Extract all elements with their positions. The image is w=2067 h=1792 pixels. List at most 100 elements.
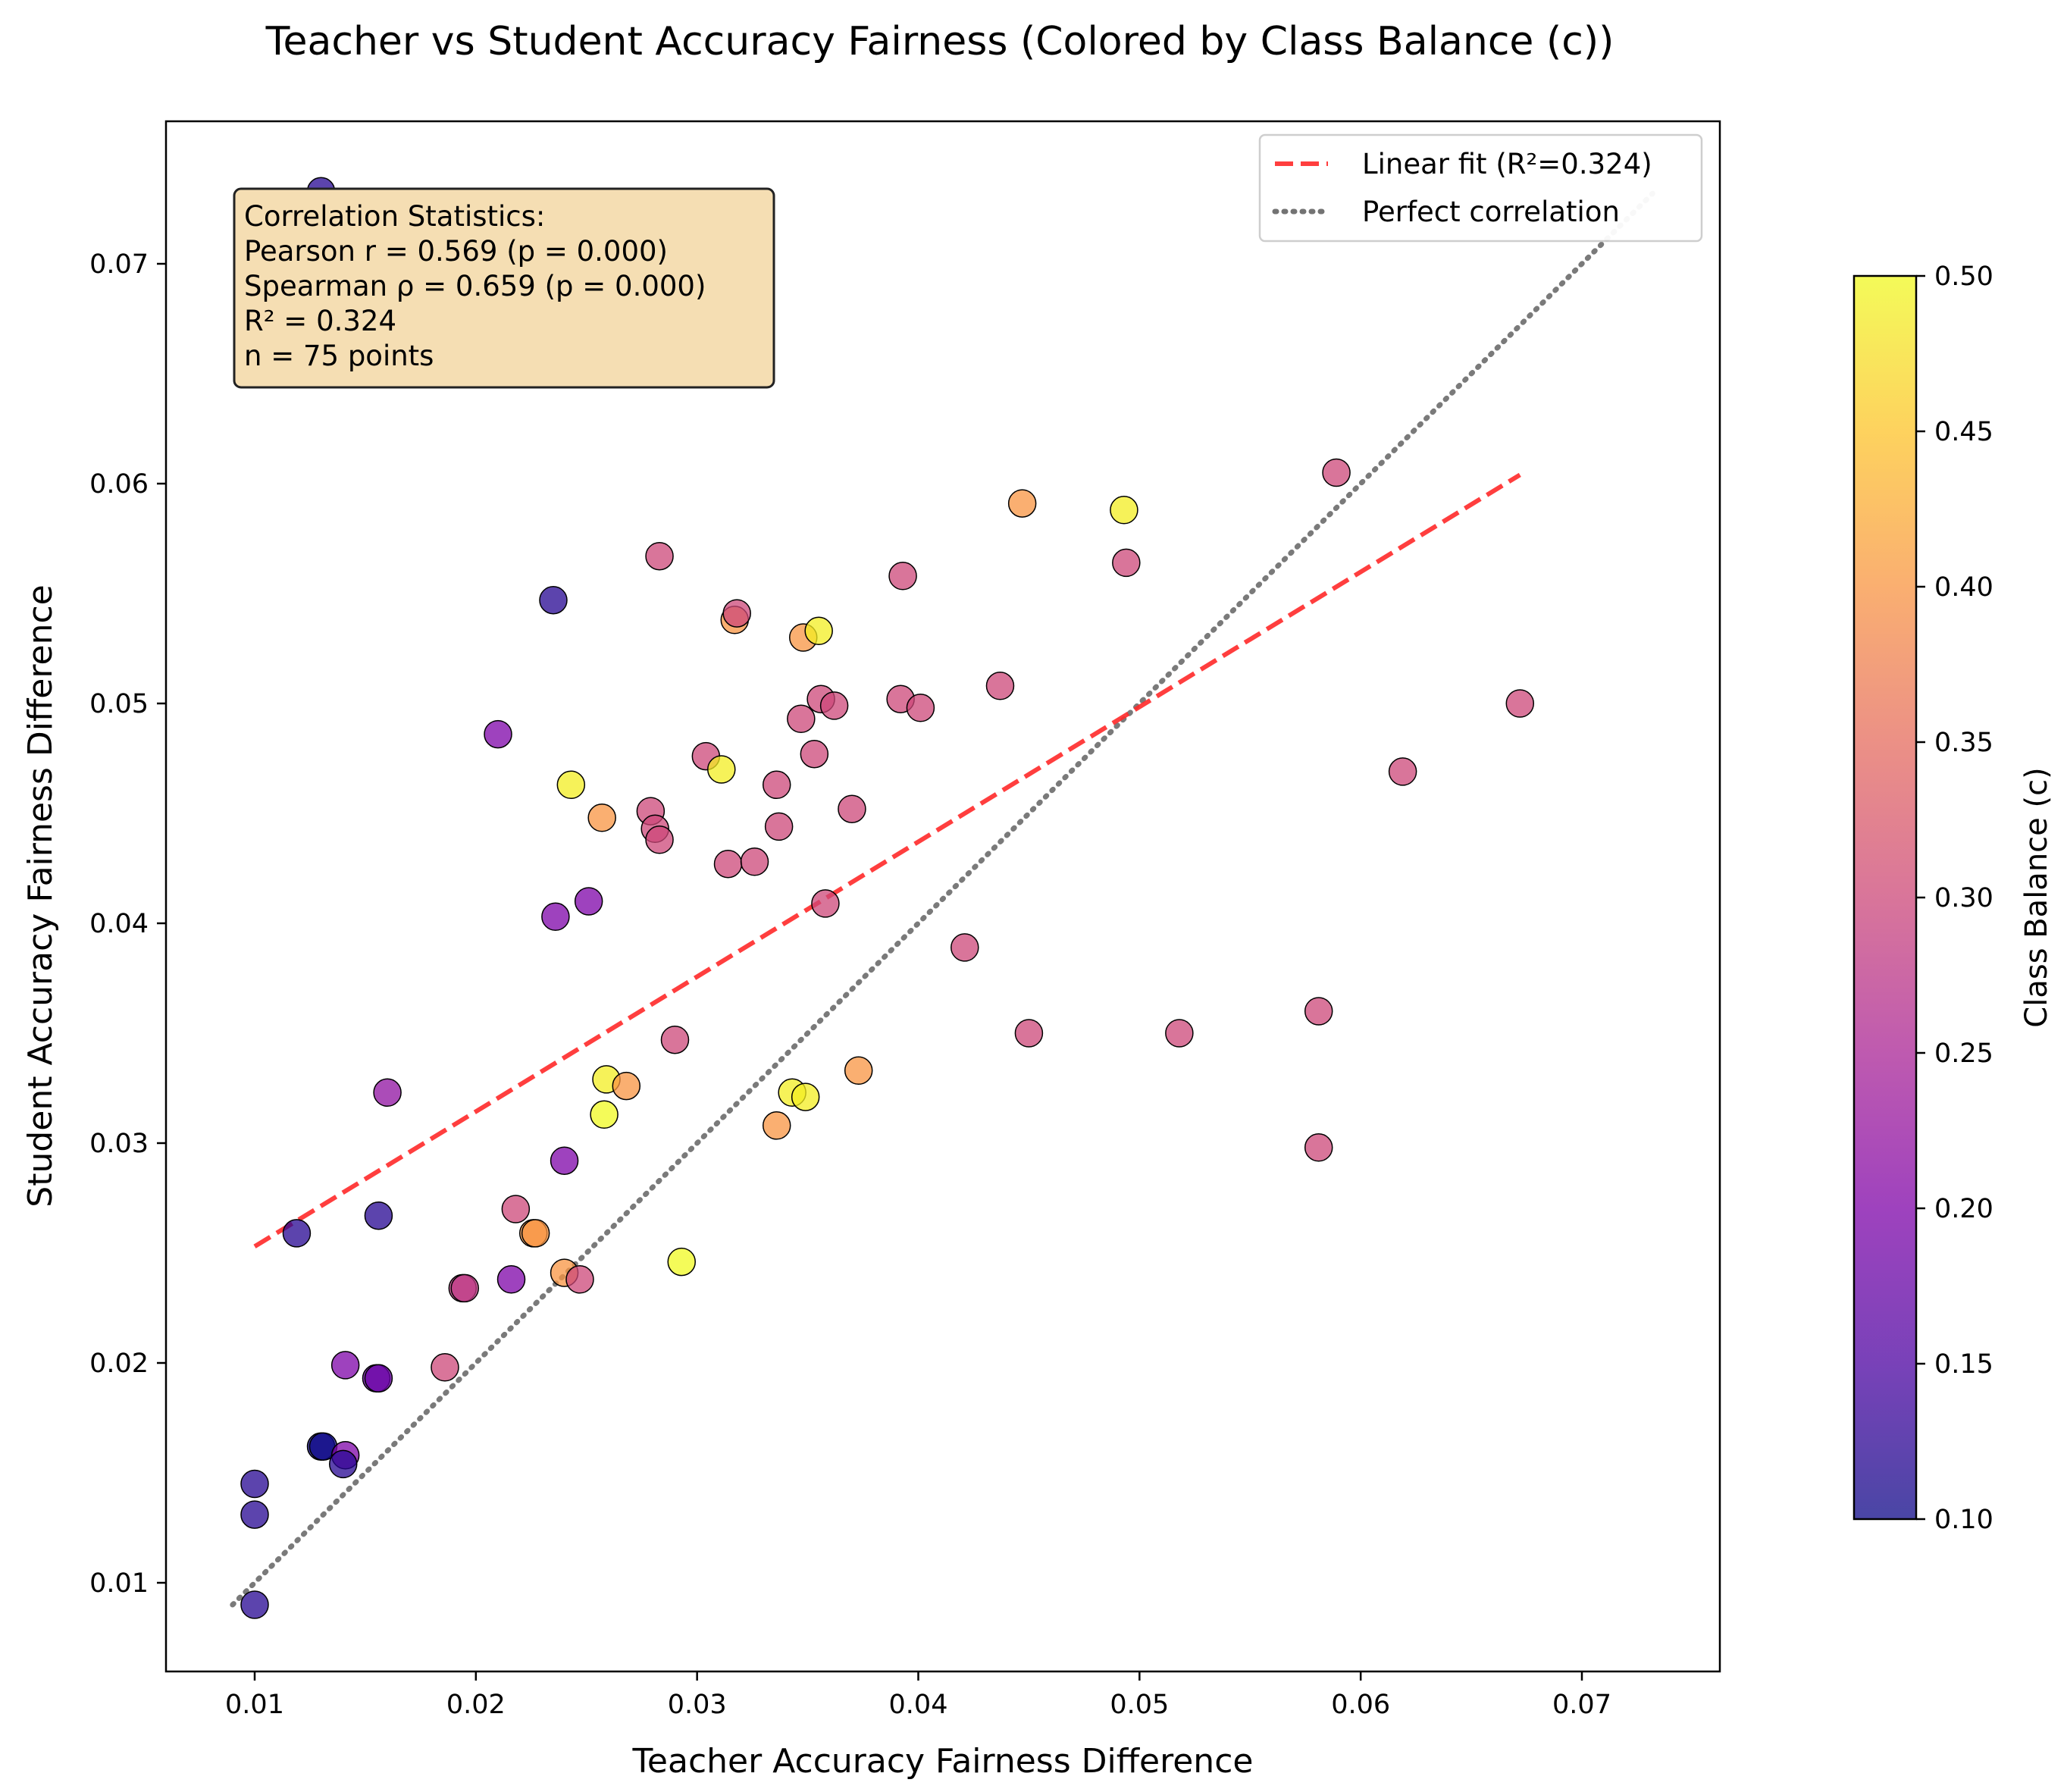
scatter-point bbox=[811, 889, 840, 918]
scatter-point bbox=[985, 672, 1015, 700]
y-axis-label: Student Accuracy Fairness Difference bbox=[21, 584, 60, 1207]
scatter-point bbox=[565, 1265, 594, 1294]
x-tick-label: 0.05 bbox=[1110, 1690, 1169, 1720]
scatter-point bbox=[328, 1449, 358, 1479]
scatter-point bbox=[764, 812, 794, 841]
scatter-point bbox=[240, 1500, 269, 1529]
colorbar-label: Class Balance (c) bbox=[2019, 767, 2054, 1027]
colorbar: 0.10 0.15 0.20 0.25 0.30 0.35 0.40 0.45 0.50 Cla… bbox=[1852, 262, 2054, 1535]
colorbar-tick-label: 0.10 bbox=[1934, 1505, 1993, 1535]
stats-line: n = 75 points bbox=[244, 340, 434, 372]
x-axis-label: Teacher Accuracy Fairness Difference bbox=[632, 1742, 1254, 1781]
scatter-point bbox=[707, 755, 736, 784]
scatter-point bbox=[906, 694, 935, 722]
scatter-point bbox=[888, 562, 917, 591]
legend-label-perfect-correlation: Perfect correlation bbox=[1362, 196, 1620, 228]
x-tick-label: 0.02 bbox=[446, 1690, 506, 1720]
legend: Linear fit (R²=0.324) Perfect correlatio… bbox=[1258, 133, 1703, 243]
linear-fit-line bbox=[253, 472, 1521, 1248]
stats-box-background bbox=[233, 187, 775, 389]
scatter-point bbox=[450, 1274, 479, 1303]
scatter-point bbox=[722, 599, 751, 628]
scatter-point bbox=[282, 1219, 312, 1248]
colorbar-gradient bbox=[1854, 276, 1916, 1519]
x-axis-ticks: 0.01 0.02 0.03 0.04 0.05 0.06 0.07 bbox=[225, 1671, 1611, 1720]
scatter-point bbox=[838, 794, 866, 823]
scatter-point bbox=[484, 719, 512, 749]
legend-label-linear-fit: Linear fit (R²=0.324) bbox=[1362, 148, 1652, 180]
scatter-point bbox=[804, 616, 833, 646]
scatter-point bbox=[819, 691, 849, 720]
scatter-point bbox=[791, 1082, 820, 1111]
colorbar-tick-label: 0.25 bbox=[1934, 1039, 1993, 1069]
scatter-point bbox=[587, 804, 616, 832]
scatter-point bbox=[364, 1201, 393, 1230]
scatter-point bbox=[762, 1111, 791, 1140]
scatter-point bbox=[740, 847, 769, 876]
scatter-point bbox=[539, 585, 568, 615]
stats-line: Spearman ρ = 0.659 (p = 0.000) bbox=[244, 270, 706, 302]
stats-line: Pearson r = 0.569 (p = 0.000) bbox=[244, 235, 668, 268]
colorbar-tick-label: 0.45 bbox=[1934, 417, 1993, 447]
stats-box: Correlation Statistics: Pearson r = 0.56… bbox=[233, 187, 775, 389]
scatter-point bbox=[660, 1025, 690, 1054]
scatter-point bbox=[713, 849, 743, 879]
y-tick-label: 0.03 bbox=[89, 1129, 149, 1159]
perfect-correlation-line bbox=[230, 190, 1655, 1608]
plot-frame bbox=[164, 120, 1721, 1673]
y-tick-label: 0.06 bbox=[89, 469, 149, 500]
colorbar-tick-label: 0.50 bbox=[1934, 262, 1993, 292]
scatter-point bbox=[645, 826, 674, 854]
scatter-point bbox=[240, 1469, 269, 1499]
scatter-point bbox=[574, 887, 603, 916]
stats-line: R² = 0.324 bbox=[244, 305, 396, 337]
scatter-point bbox=[330, 1351, 360, 1380]
scatter-point bbox=[556, 770, 586, 800]
y-tick-label: 0.05 bbox=[89, 689, 149, 719]
scatter-point bbox=[1007, 489, 1037, 518]
y-tick-label: 0.02 bbox=[89, 1349, 149, 1379]
colorbar-tick-label: 0.15 bbox=[1934, 1349, 1993, 1380]
x-tick-label: 0.01 bbox=[225, 1690, 284, 1720]
scatter-point bbox=[1304, 1133, 1333, 1162]
scatter-point bbox=[431, 1353, 459, 1382]
scatter-point bbox=[240, 1590, 269, 1619]
colorbar-tick-label: 0.35 bbox=[1934, 728, 1993, 758]
scatter-point bbox=[951, 933, 979, 962]
colorbar-tick-label: 0.20 bbox=[1934, 1194, 1993, 1224]
colorbar-tick-label: 0.40 bbox=[1934, 572, 1993, 603]
scatter-point bbox=[762, 770, 791, 800]
y-axis-ticks: 0.01 0.02 0.03 0.04 0.05 0.06 0.07 bbox=[89, 249, 166, 1599]
scatter-point bbox=[667, 1247, 696, 1277]
scatter-point bbox=[501, 1195, 531, 1223]
x-tick-label: 0.04 bbox=[889, 1690, 948, 1720]
scatter-point bbox=[1110, 496, 1138, 525]
scatter-point bbox=[1165, 1019, 1194, 1048]
stats-line: Correlation Statistics: bbox=[244, 200, 545, 233]
x-tick-label: 0.03 bbox=[668, 1690, 727, 1720]
scatter-point bbox=[1505, 689, 1535, 718]
scatter-point bbox=[645, 541, 674, 571]
scatter-point bbox=[1112, 548, 1141, 578]
scatter-point bbox=[1388, 757, 1417, 786]
scatter-point bbox=[1304, 997, 1333, 1026]
scatter-point bbox=[521, 1219, 550, 1248]
y-tick-label: 0.07 bbox=[89, 249, 149, 280]
scatter-point bbox=[364, 1364, 393, 1393]
scatter-point bbox=[800, 739, 829, 769]
x-tick-label: 0.06 bbox=[1331, 1690, 1390, 1720]
scatter-point bbox=[1014, 1019, 1044, 1048]
scatter-point bbox=[541, 902, 570, 932]
scatter-point bbox=[1322, 458, 1351, 487]
scatter-point bbox=[787, 704, 816, 734]
scatter-point bbox=[612, 1071, 641, 1101]
scatter-point bbox=[373, 1078, 402, 1107]
scatter-point bbox=[496, 1265, 526, 1294]
legend-box bbox=[1258, 133, 1703, 243]
scatter-point bbox=[550, 1146, 579, 1175]
y-tick-label: 0.01 bbox=[89, 1568, 149, 1599]
colorbar-tick-label: 0.30 bbox=[1934, 883, 1993, 913]
scatter-points bbox=[240, 177, 1535, 1619]
scatter-point bbox=[844, 1056, 873, 1086]
